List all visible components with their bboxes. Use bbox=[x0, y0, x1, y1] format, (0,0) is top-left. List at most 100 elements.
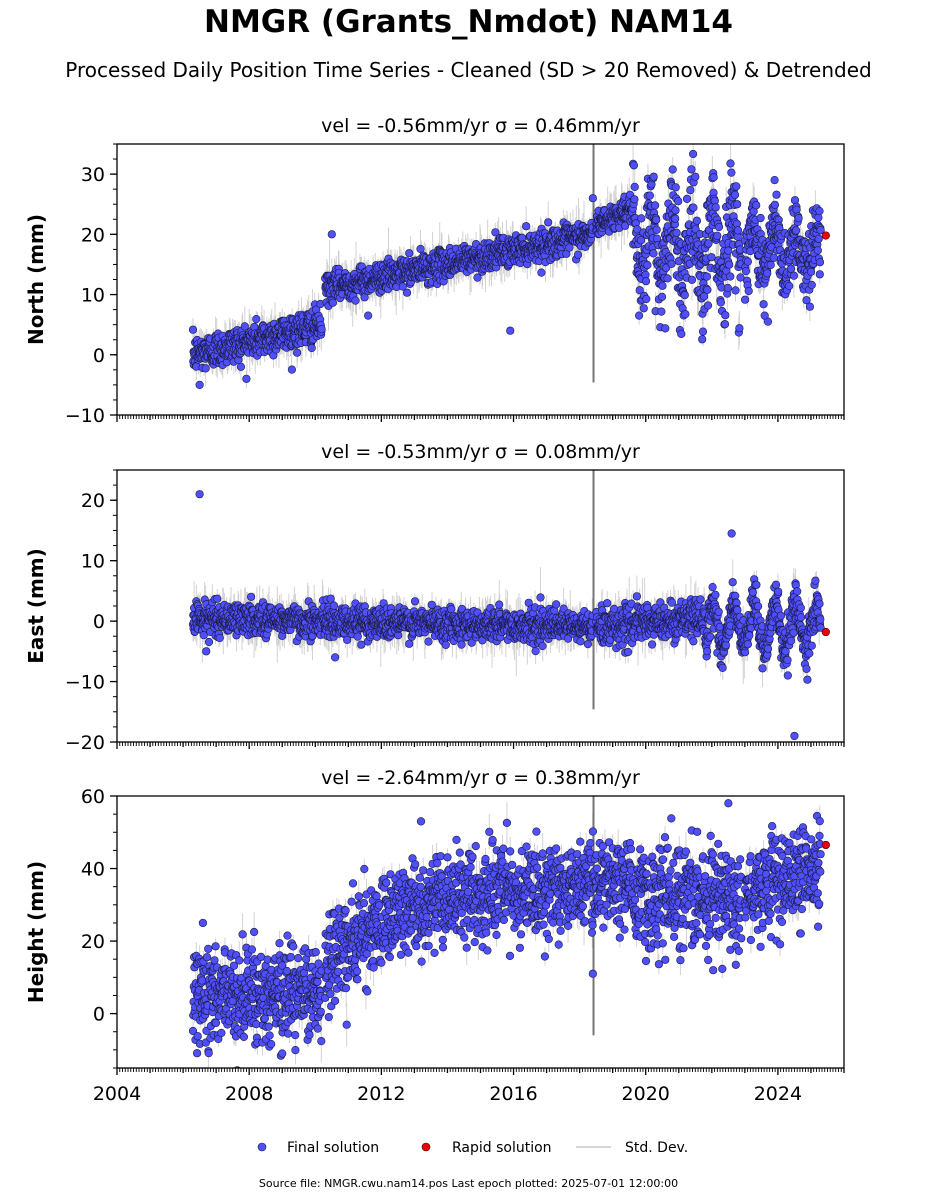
final-point bbox=[661, 324, 670, 333]
final-point bbox=[807, 280, 816, 290]
y-tick-label: −10 bbox=[65, 405, 105, 427]
final-point bbox=[733, 226, 743, 235]
final-point bbox=[317, 325, 326, 334]
final-point-outlier bbox=[327, 230, 336, 239]
y-tick-label: 20 bbox=[81, 224, 105, 246]
final-point bbox=[667, 259, 676, 268]
final-point bbox=[658, 281, 667, 290]
final-point bbox=[398, 282, 407, 291]
final-point bbox=[766, 260, 775, 270]
final-point bbox=[674, 197, 683, 206]
final-point bbox=[730, 190, 740, 199]
final-point bbox=[630, 195, 639, 204]
final-point-outlier bbox=[506, 326, 515, 335]
final-point bbox=[794, 214, 803, 223]
final-point bbox=[635, 286, 644, 295]
final-point-outlier bbox=[588, 194, 597, 203]
final-point bbox=[691, 172, 700, 181]
final-point bbox=[688, 149, 698, 159]
final-point bbox=[815, 258, 825, 267]
final-point bbox=[204, 637, 214, 647]
final-point bbox=[522, 222, 531, 231]
std-dev-bars-east bbox=[192, 470, 821, 710]
final-point bbox=[770, 200, 780, 209]
final-point bbox=[661, 263, 671, 272]
final-point bbox=[713, 231, 722, 240]
final-point bbox=[698, 327, 708, 336]
final-point-outlier bbox=[364, 311, 373, 320]
final-point bbox=[351, 296, 360, 305]
final-point bbox=[565, 243, 574, 252]
final-point bbox=[698, 335, 707, 344]
final-point bbox=[731, 286, 740, 295]
final-point bbox=[709, 173, 718, 182]
final-point bbox=[287, 365, 297, 374]
final-point bbox=[789, 271, 799, 280]
final-point bbox=[732, 182, 741, 191]
final-point bbox=[725, 260, 734, 269]
final-point bbox=[687, 165, 696, 174]
final-point bbox=[652, 225, 661, 234]
final-point bbox=[201, 364, 210, 373]
final-point bbox=[634, 311, 644, 320]
final-point bbox=[744, 286, 753, 296]
final-point bbox=[815, 207, 824, 216]
final-point bbox=[735, 324, 744, 333]
final-point bbox=[740, 295, 750, 304]
panel-north: −10 0 10 20 30 vel = -0.56mm/yr σ = 0.46mm/yr… bbox=[24, 115, 845, 427]
final-point bbox=[650, 201, 660, 210]
final-point bbox=[642, 294, 651, 304]
final-point bbox=[657, 307, 666, 316]
final-point bbox=[402, 288, 412, 297]
final-point bbox=[815, 270, 824, 279]
final-point bbox=[240, 322, 249, 331]
final-point bbox=[721, 311, 730, 320]
final-point bbox=[680, 291, 689, 300]
final-point bbox=[714, 222, 724, 232]
final-point bbox=[213, 594, 222, 603]
final-point bbox=[687, 275, 697, 284]
chart-subtitle: Processed Daily Position Time Series - C… bbox=[65, 58, 872, 82]
final-point bbox=[791, 226, 801, 235]
final-point bbox=[620, 221, 630, 230]
final-point bbox=[293, 348, 302, 357]
final-point bbox=[649, 172, 658, 181]
final-point bbox=[792, 205, 801, 214]
final-point bbox=[756, 213, 765, 223]
final-point bbox=[805, 302, 815, 311]
final-point bbox=[736, 273, 745, 282]
final-point bbox=[188, 325, 198, 334]
final-point bbox=[707, 253, 716, 262]
final-point bbox=[716, 298, 726, 307]
final-point bbox=[405, 249, 414, 258]
final-point bbox=[703, 285, 712, 295]
final-point bbox=[637, 214, 646, 223]
panel-title: vel = -0.56mm/yr σ = 0.46mm/yr bbox=[321, 115, 640, 137]
final-point bbox=[236, 362, 245, 371]
final-point bbox=[702, 272, 712, 281]
final-point bbox=[743, 257, 753, 266]
final-point bbox=[630, 182, 639, 191]
final-point bbox=[252, 315, 261, 324]
final-point-outlier bbox=[195, 380, 204, 389]
final-point bbox=[682, 194, 692, 203]
final-point bbox=[671, 183, 680, 192]
final-point bbox=[711, 203, 720, 212]
final-point bbox=[720, 320, 730, 329]
final-points-east bbox=[188, 490, 830, 741]
final-point-outlier bbox=[770, 176, 779, 185]
rapid-point bbox=[821, 231, 830, 240]
final-point bbox=[763, 269, 772, 278]
y-axis-label: North (mm) bbox=[24, 214, 48, 345]
chart-title: NMGR (Grants_Nmdot) NAM14 bbox=[204, 4, 733, 40]
final-point bbox=[677, 329, 686, 339]
final-point bbox=[652, 215, 661, 224]
final-point bbox=[629, 161, 639, 170]
final-point bbox=[785, 281, 794, 291]
final-point bbox=[703, 301, 713, 310]
final-point bbox=[688, 117, 696, 125]
final-point bbox=[649, 249, 658, 258]
final-point bbox=[733, 200, 742, 209]
